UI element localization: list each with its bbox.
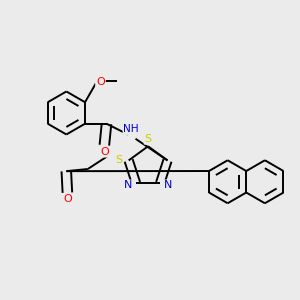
Text: S: S: [145, 134, 152, 144]
Text: S: S: [116, 155, 123, 165]
Text: O: O: [96, 77, 105, 87]
Text: N: N: [164, 180, 172, 190]
Text: NH: NH: [123, 124, 139, 134]
Text: O: O: [63, 194, 72, 204]
Text: O: O: [100, 147, 109, 157]
Text: N: N: [124, 180, 133, 190]
